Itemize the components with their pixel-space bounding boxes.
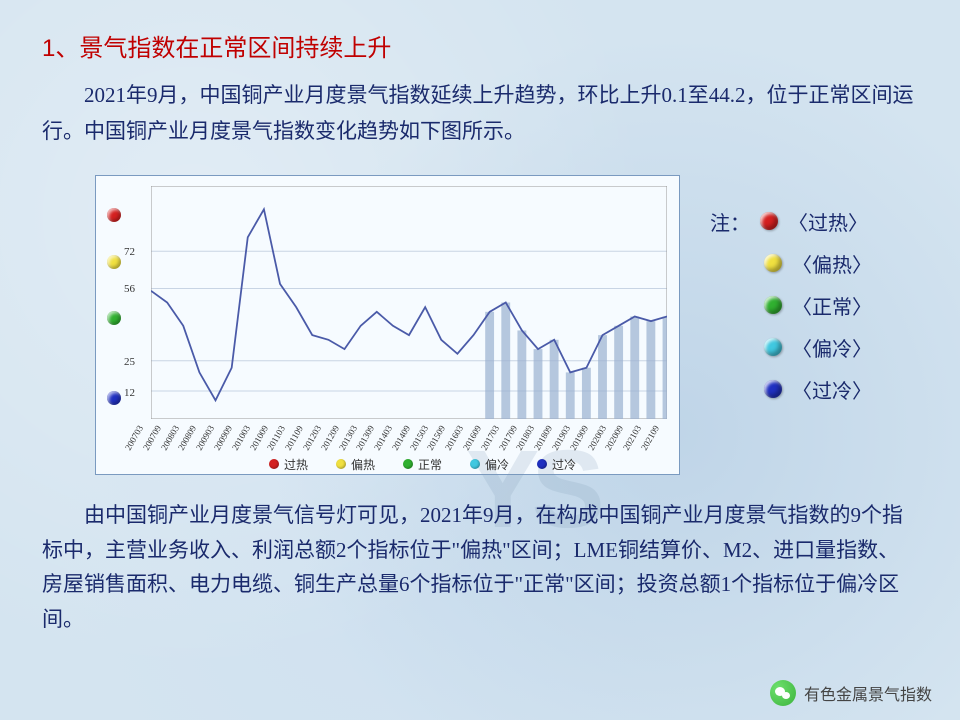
footer-text: 有色金属景气指数 — [804, 681, 932, 705]
x-axis-labels: 2007032007092008032008092009032009092010… — [151, 419, 667, 459]
chart-legend-label: 偏冷 — [485, 456, 509, 473]
side-legend-item: 〈正常〉 — [710, 284, 872, 326]
paragraph-intro: 2021年9月，中国铜产业月度景气指数延续上升趋势，环比上升0.1至44.2，位… — [42, 78, 918, 149]
side-legend-dot — [764, 296, 782, 314]
wechat-icon — [770, 680, 796, 706]
chart-legend-dot — [537, 459, 547, 469]
y-tick-label: 72 — [124, 246, 135, 258]
y-tick-label: 25 — [124, 356, 135, 368]
chart-legend: 过热 偏热 正常 偏冷 过冷 — [176, 456, 669, 472]
chart-legend-label: 过冷 — [552, 456, 576, 473]
y-zone-dot — [107, 208, 121, 222]
side-legend-label: 〈过热〉 — [788, 207, 868, 236]
chart-legend-label: 正常 — [418, 456, 442, 473]
side-legend-label: 〈过冷〉 — [792, 375, 872, 404]
chart-legend-item: 过冷 — [537, 456, 576, 472]
chart-legend-dot — [470, 459, 480, 469]
side-legend-item: 〈偏冷〉 — [710, 326, 872, 368]
footer-source: 有色金属景气指数 — [770, 680, 932, 706]
side-legend-item: 注： 〈过热〉 — [710, 200, 872, 242]
y-tick-label: 56 — [124, 283, 135, 295]
chart-legend-label: 过热 — [284, 456, 308, 473]
side-legend-label: 〈正常〉 — [792, 291, 872, 320]
side-legend-lead: 注： — [710, 207, 750, 236]
side-legend-dot — [764, 380, 782, 398]
prosperity-index-chart: YS 72562512 2007032007092008032008092009… — [95, 175, 680, 475]
chart-plot-area — [151, 186, 667, 419]
y-zone-dot — [107, 255, 121, 269]
side-legend: 注： 〈过热〉〈偏热〉〈正常〉〈偏冷〉〈过冷〉 — [710, 200, 872, 410]
side-legend-dot — [764, 338, 782, 356]
side-legend-item: 〈过冷〉 — [710, 368, 872, 410]
chart-legend-label: 偏热 — [351, 456, 375, 473]
side-legend-dot — [760, 212, 778, 230]
y-tick-label: 12 — [124, 387, 135, 399]
chart-legend-item: 偏冷 — [470, 456, 509, 472]
paragraph-analysis: 由中国铜产业月度景气信号灯可见，2021年9月，在构成中国铜产业月度景气指数的9… — [42, 498, 918, 637]
side-legend-label: 〈偏冷〉 — [792, 333, 872, 362]
chart-legend-item: 偏热 — [336, 456, 375, 472]
chart-legend-dot — [403, 459, 413, 469]
y-zone-dot — [107, 391, 121, 405]
chart-legend-item: 过热 — [269, 456, 308, 472]
side-legend-label: 〈偏热〉 — [792, 249, 872, 278]
y-axis-zone-dots — [104, 186, 124, 419]
chart-legend-dot — [269, 459, 279, 469]
side-legend-item: 〈偏热〉 — [710, 242, 872, 284]
side-legend-dot — [764, 254, 782, 272]
y-zone-dot — [107, 311, 121, 325]
section-title: 1、景气指数在正常区间持续上升 — [42, 28, 391, 63]
chart-legend-dot — [336, 459, 346, 469]
chart-legend-item: 正常 — [403, 456, 442, 472]
